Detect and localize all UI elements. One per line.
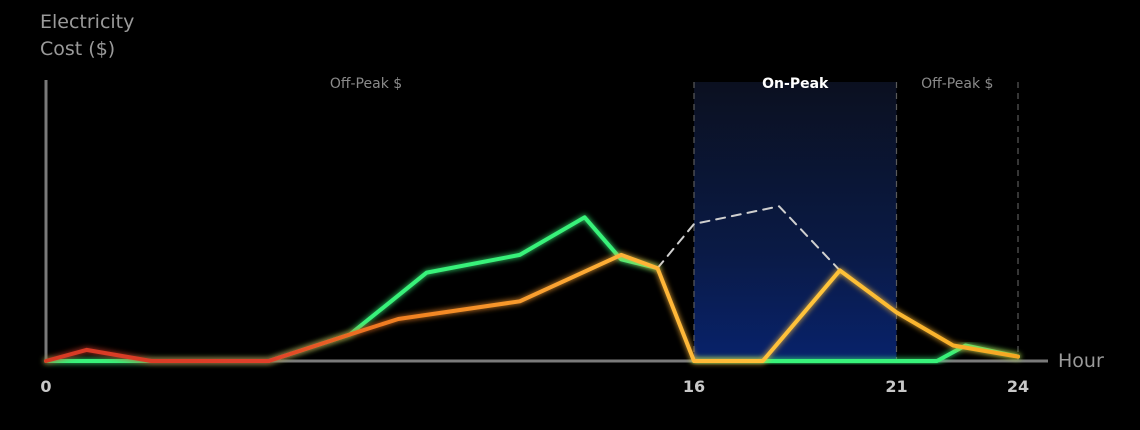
- series-line-3: [44, 252, 1020, 363]
- y-axis-label-line-2: Cost ($): [40, 38, 116, 60]
- series-line-2: [692, 343, 1020, 363]
- y-axis-label-line-1: Electricity: [40, 11, 135, 33]
- period-label-off-peak-2: Off-Peak $: [921, 76, 994, 92]
- series-line-0: [44, 215, 660, 363]
- on-peak-band: [694, 82, 897, 361]
- x-tick-label: 24: [1006, 377, 1030, 396]
- period-label-off-peak-1: Off-Peak $: [329, 76, 403, 92]
- x-tick-label: 0: [40, 377, 52, 396]
- period-label-on-peak: On-Peak: [762, 76, 829, 92]
- x-axis-label: Hour: [1058, 350, 1104, 372]
- x-tick-label: 21: [885, 377, 908, 396]
- x-tick-label: 16: [682, 377, 706, 396]
